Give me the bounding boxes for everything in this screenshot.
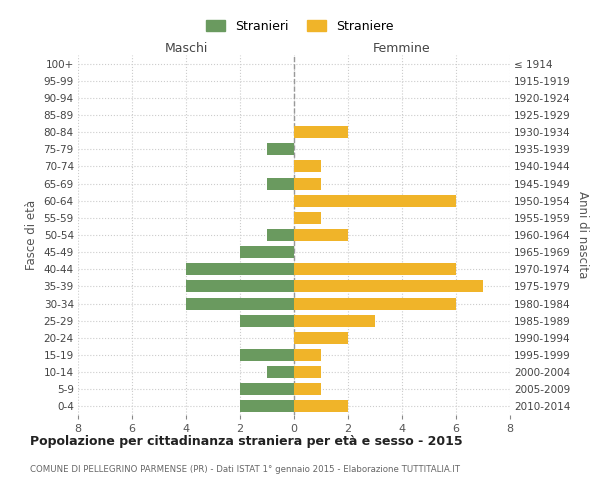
Bar: [267, 144, 294, 156]
Bar: [240, 400, 294, 412]
Bar: [240, 384, 294, 396]
Text: Femmine: Femmine: [373, 42, 431, 55]
Bar: [186, 264, 294, 276]
Bar: [294, 212, 321, 224]
Bar: [186, 298, 294, 310]
Bar: [240, 314, 294, 326]
Bar: [294, 126, 348, 138]
Text: Popolazione per cittadinanza straniera per età e sesso - 2015: Popolazione per cittadinanza straniera p…: [30, 435, 463, 448]
Bar: [294, 194, 456, 206]
Y-axis label: Anni di nascita: Anni di nascita: [577, 192, 589, 278]
Bar: [267, 366, 294, 378]
Text: Maschi: Maschi: [164, 42, 208, 55]
Bar: [267, 229, 294, 241]
Bar: [240, 246, 294, 258]
Bar: [267, 178, 294, 190]
Bar: [294, 332, 348, 344]
Bar: [294, 178, 321, 190]
Y-axis label: Fasce di età: Fasce di età: [25, 200, 38, 270]
Bar: [294, 264, 456, 276]
Bar: [294, 298, 456, 310]
Bar: [186, 280, 294, 292]
Bar: [294, 160, 321, 172]
Bar: [294, 366, 321, 378]
Legend: Stranieri, Straniere: Stranieri, Straniere: [203, 16, 397, 37]
Bar: [240, 349, 294, 361]
Bar: [294, 400, 348, 412]
Bar: [294, 280, 483, 292]
Text: COMUNE DI PELLEGRINO PARMENSE (PR) - Dati ISTAT 1° gennaio 2015 - Elaborazione T: COMUNE DI PELLEGRINO PARMENSE (PR) - Dat…: [30, 465, 460, 474]
Bar: [294, 384, 321, 396]
Bar: [294, 229, 348, 241]
Bar: [294, 314, 375, 326]
Bar: [294, 349, 321, 361]
